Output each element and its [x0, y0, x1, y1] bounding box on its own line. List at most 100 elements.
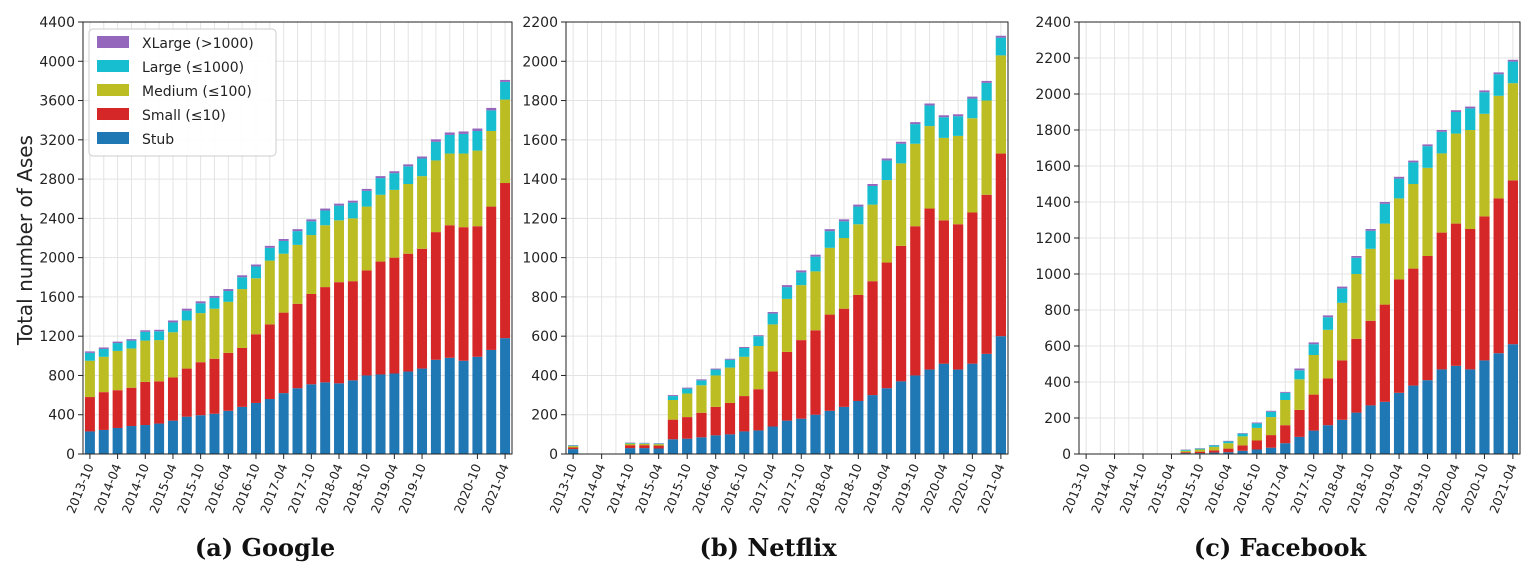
y-tick-label: 3200 — [39, 133, 75, 149]
bar-segment-small — [910, 226, 921, 376]
bar-segment-xlarge — [389, 171, 400, 174]
bar-segment-small — [639, 445, 650, 449]
bar-segment-stub — [320, 382, 331, 454]
bar-segment-stub — [625, 448, 636, 454]
bar-segment-medium — [753, 346, 764, 390]
bar-segment-stub — [853, 400, 864, 454]
legend-swatch-medium — [97, 84, 129, 96]
bar-segment-medium — [98, 356, 109, 393]
bar-segment-large — [653, 443, 664, 445]
bar-segment-xlarge — [126, 339, 137, 341]
legend-label-small: Small (≤10) — [142, 108, 226, 124]
y-tick-label: 1600 — [1035, 159, 1071, 175]
bar-segment-stub — [938, 363, 949, 454]
bar-segment-medium — [223, 301, 234, 353]
bar-segment-small — [682, 417, 693, 439]
bar-segment-medium — [306, 235, 317, 294]
bar-segment-stub — [444, 357, 455, 454]
bar-segment-medium — [486, 130, 497, 207]
bar-segment-xlarge — [1365, 229, 1376, 231]
bar-segment-small — [567, 447, 579, 450]
bar-segment-medium — [417, 176, 428, 249]
bar-segment-stub — [1265, 447, 1277, 454]
bar-segment-medium — [1194, 449, 1206, 452]
bar-segment-small — [223, 352, 234, 411]
legend-label-medium: Medium (≤100) — [142, 84, 252, 100]
bar-segment-xlarge — [98, 347, 109, 349]
bar-segment-large — [696, 380, 707, 386]
bar-segment-large — [682, 388, 693, 394]
bar-segment-medium — [853, 224, 864, 295]
bar-segment-small — [853, 294, 864, 401]
bar-segment-stub — [881, 388, 892, 454]
bar-segment-medium — [1379, 223, 1390, 305]
bar-segment-xlarge — [1337, 286, 1348, 289]
bar-segment-xlarge — [838, 219, 850, 222]
bar-segment-small — [320, 287, 331, 383]
bar-segment-xlarge — [1265, 410, 1277, 412]
bar-segment-medium — [292, 244, 303, 304]
bar-segment-small — [154, 381, 165, 424]
bar-segment-large — [195, 303, 206, 314]
bar-segment-large — [910, 124, 921, 144]
bar-segment-large — [126, 340, 137, 349]
bar-segment-large — [444, 134, 455, 154]
bar-segment-large — [639, 443, 650, 444]
bar-segment-stub — [1436, 369, 1447, 454]
bar-segment-small — [403, 253, 414, 372]
bar-segment-stub — [1322, 425, 1334, 454]
bar-segment-stub — [895, 381, 907, 454]
bar-segment-small — [810, 330, 821, 415]
bar-segment-xlarge — [853, 204, 864, 207]
bar-segment-stub — [154, 423, 165, 454]
bar-segment-xlarge — [1294, 368, 1305, 371]
bar-segment-stub — [237, 406, 248, 454]
bar-segment-small — [1351, 338, 1362, 413]
bar-segment-large — [710, 369, 721, 376]
bar-segment-medium — [237, 289, 248, 348]
bar-segment-medium — [195, 313, 206, 363]
y-tick-label: 0 — [1062, 447, 1071, 463]
bar-segment-small — [84, 397, 95, 432]
bar-segment-medium — [838, 238, 850, 309]
bar-segment-xlarge — [724, 358, 736, 360]
y-tick-label: 600 — [531, 329, 558, 345]
bar-segment-small — [667, 419, 679, 440]
bar-segment-stub — [486, 349, 497, 454]
legend-swatch-xlarge — [97, 36, 129, 48]
bar-segment-large — [472, 130, 483, 151]
y-tick-label: 2000 — [522, 54, 558, 70]
bar-segment-large — [796, 272, 807, 286]
y-tick-label: 800 — [1044, 303, 1071, 319]
bar-segment-stub — [710, 435, 721, 454]
bar-segment-large — [1365, 230, 1376, 249]
bar-segment-small — [995, 153, 1007, 337]
bar-segment-xlarge — [320, 208, 331, 211]
bar-segment-stub — [1223, 452, 1234, 454]
bar-segment-stub — [682, 438, 693, 454]
bar-segment-large — [264, 247, 275, 261]
bar-segment-small — [1337, 360, 1348, 420]
bar-segment-stub — [1251, 449, 1262, 454]
bar-segment-medium — [181, 320, 192, 369]
bar-segment-large — [753, 336, 764, 346]
bar-segment-small — [938, 220, 949, 364]
bar-segment-large — [223, 291, 234, 302]
bar-segment-stub — [696, 437, 707, 454]
bar-segment-stub — [195, 415, 206, 454]
bar-segment-xlarge — [251, 264, 261, 267]
y-tick-label: 1200 — [522, 211, 558, 227]
bar-segment-xlarge — [154, 329, 165, 332]
bar-segment-large — [981, 82, 992, 101]
bar-segment-small — [1450, 223, 1462, 366]
legend: XLarge (>1000) Large (≤1000) Medium (≤100)… — [88, 28, 277, 157]
bar-segment-stub — [967, 363, 978, 454]
bar-segment-small — [278, 312, 289, 394]
bar-segment-xlarge — [1379, 202, 1390, 204]
bar-segment-medium — [154, 340, 165, 382]
y-tick-label: 400 — [531, 368, 558, 384]
bar-segment-xlarge — [1507, 59, 1519, 62]
bar-segment-large — [458, 133, 469, 154]
bar-segment-large — [140, 331, 151, 341]
bar-segment-medium — [84, 360, 95, 398]
